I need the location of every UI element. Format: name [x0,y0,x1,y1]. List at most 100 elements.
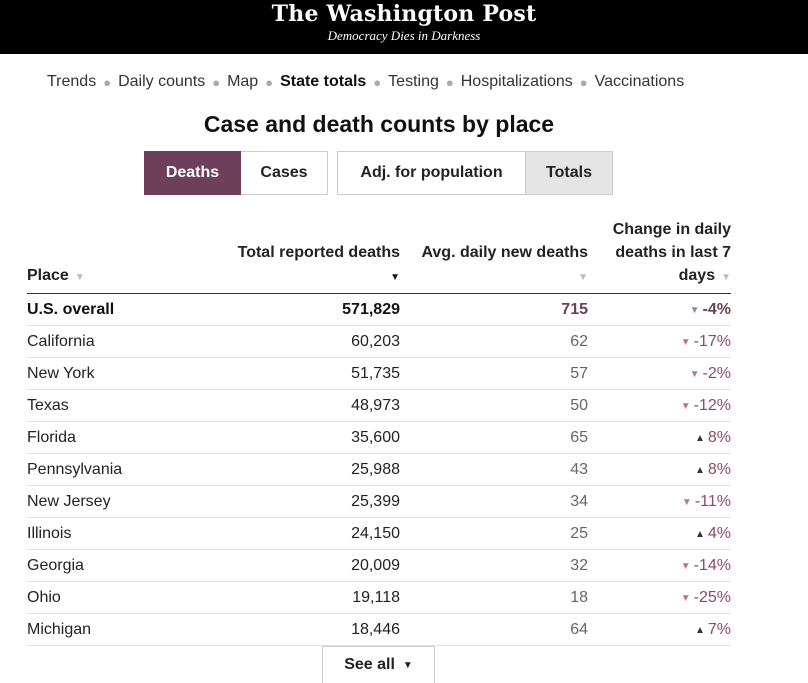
column-header-label: days [678,267,716,284]
cell-change: ▼ -14% [588,549,731,582]
site-logo[interactable]: The Washington Post [271,1,537,27]
cell-change: ▼ -12% [588,389,731,422]
change-value: -17% [693,332,731,350]
change-value: -11% [694,492,731,510]
nav-item-testing[interactable]: Testing [388,73,439,90]
table-row: Florida 35,600 65 ▲ 8% [27,421,731,454]
cell-total-deaths: 25,988 [218,453,400,486]
cell-avg-daily: 715 [400,293,588,326]
cell-place: Ohio [27,581,218,614]
cell-change: ▼ -2% [588,357,731,390]
metric-toggle: Deaths Cases [144,151,328,195]
triangle-down-icon: ▼ [680,400,691,412]
table-row: Michigan 18,446 64 ▲ 7% [27,613,731,646]
see-all-button[interactable]: See all ▼ [322,646,435,683]
cell-avg-daily: 18 [400,581,588,614]
change-value: 4% [707,524,731,542]
cell-avg-daily: 57 [400,357,588,390]
table-row: U.S. overall 571,829 715 ▼ -4% [27,293,731,326]
cell-total-deaths: 48,973 [218,389,400,422]
triangle-up-icon: ▲ [694,464,705,476]
column-header-change[interactable]: Change in daily deaths in last 7 days ▼ [588,218,731,294]
cell-change: ▼ -4% [588,293,731,326]
cell-place: Texas [27,389,218,422]
change-value: -4% [702,300,731,318]
column-header-total-deaths[interactable]: Total reported deaths ▼ [218,218,400,294]
cell-place: New York [27,357,218,390]
table-row: Ohio 19,118 18 ▼ -25% [27,581,731,614]
nav-item-daily-counts[interactable]: Daily counts [118,73,206,90]
cell-total-deaths: 24,150 [218,517,400,550]
column-header-label: Change in daily [612,221,731,238]
totals-toggle-button[interactable]: Totals [526,151,613,195]
cell-total-deaths: 19,118 [218,581,400,614]
cell-total-deaths: 51,735 [218,357,400,390]
cell-avg-daily: 32 [400,549,588,582]
nav-item-hospitalizations[interactable]: Hospitalizations [460,73,573,90]
cases-toggle-button[interactable]: Cases [241,151,328,195]
triangle-down-icon: ▼ [689,368,700,380]
cell-total-deaths: 571,829 [218,293,400,326]
cell-place: Florida [27,421,218,454]
cell-change: ▲ 8% [588,421,731,454]
change-value: -2% [702,364,731,382]
triangle-up-icon: ▲ [694,624,705,636]
change-value: -14% [693,556,731,574]
triangle-down-icon: ▼ [680,592,691,604]
cell-change: ▼ -17% [588,325,731,358]
column-header-place[interactable]: Place ▼ [27,218,218,294]
table-row: New York 51,735 57 ▼ -2% [27,357,731,390]
chevron-down-icon: ▼ [402,659,413,671]
change-value: 7% [707,620,731,638]
deaths-toggle-button[interactable]: Deaths [144,151,241,195]
column-header-label: Total reported deaths [237,244,400,261]
caret-down-icon: ▼ [721,272,731,283]
cell-place: Georgia [27,549,218,582]
cell-avg-daily: 62 [400,325,588,358]
table-row: Pennsylvania 25,988 43 ▲ 8% [27,453,731,486]
cell-place: Michigan [27,613,218,646]
nav-separator: ● [212,74,221,90]
cell-avg-daily: 50 [400,389,588,422]
cell-total-deaths: 60,203 [218,325,400,358]
cell-total-deaths: 35,600 [218,421,400,454]
cell-change: ▼ -25% [588,581,731,614]
table-row: New Jersey 25,399 34 ▼ -11% [27,485,731,518]
cell-change: ▼ -11% [588,485,731,518]
cell-total-deaths: 25,399 [218,485,400,518]
table-row: California 60,203 62 ▼ -17% [27,325,731,358]
cell-place: U.S. overall [27,293,218,326]
nav-item-map[interactable]: Map [227,73,259,90]
table-row: Georgia 20,009 32 ▼ -14% [27,549,731,582]
cell-total-deaths: 20,009 [218,549,400,582]
triangle-down-icon: ▼ [681,496,692,508]
see-all-label: See all [344,656,395,673]
nav-item-trends[interactable]: Trends [47,73,97,90]
cell-change: ▲ 8% [588,453,731,486]
cell-avg-daily: 64 [400,613,588,646]
column-header-label: Place [27,267,69,284]
adj-population-toggle-button[interactable]: Adj. for population [337,151,526,195]
caret-down-icon: ▼ [74,272,85,283]
cell-avg-daily: 43 [400,453,588,486]
triangle-up-icon: ▲ [694,432,705,444]
site-tagline: Democracy Dies in Darkness [327,28,481,43]
state-totals-table: Place ▼ Total reported deaths ▼ Avg. daily… [27,218,731,646]
nav-item-vaccinations[interactable]: Vaccinations [594,73,685,90]
cell-avg-daily: 34 [400,485,588,518]
nav-item-state-totals[interactable]: State totals [280,73,367,90]
mode-toggle: Adj. for population Totals [337,151,613,195]
column-header-label: Avg. daily new deaths [421,244,588,261]
table-header-row: Place ▼ Total reported deaths ▼ Avg. daily… [27,218,731,294]
cell-change: ▲ 4% [588,517,731,550]
column-header-avg-daily[interactable]: Avg. daily new deaths ▼ [400,218,588,294]
triangle-down-icon: ▼ [680,560,691,572]
nav-separator: ● [579,74,588,90]
triangle-down-icon: ▼ [689,304,700,316]
caret-down-icon: ▼ [578,272,588,283]
cell-avg-daily: 65 [400,421,588,454]
cell-place: Illinois [27,517,218,550]
change-value: -12% [693,396,731,414]
masthead: The Washington Post Democracy Dies in Da… [0,0,808,54]
table-body: U.S. overall 571,829 715 ▼ -4% California 60,2… [27,293,731,646]
